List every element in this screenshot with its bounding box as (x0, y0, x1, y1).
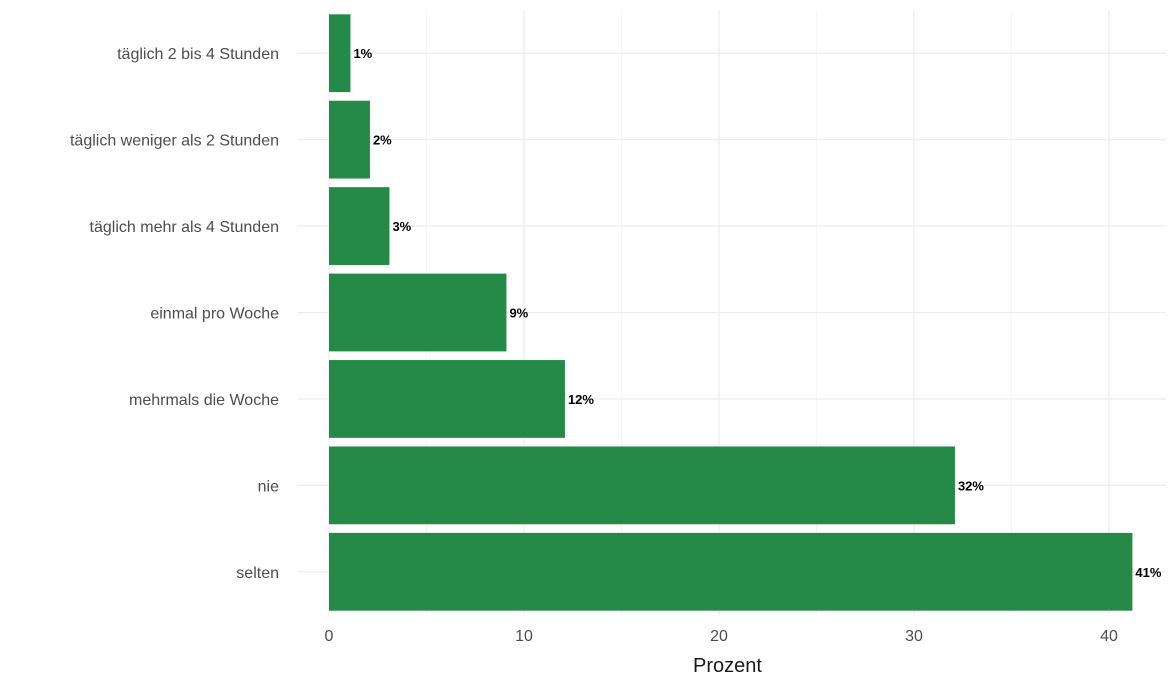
bars (329, 14, 1133, 611)
data-label: 32% (958, 478, 984, 493)
bar (329, 100, 370, 179)
category-label: selten (236, 565, 279, 582)
data-label: 3% (392, 219, 411, 234)
x-tick-label: 20 (710, 628, 728, 645)
data-label: 2% (373, 133, 392, 148)
x-axis-title: Prozent (693, 655, 762, 677)
category-label: täglich mehr als 4 Stunden (90, 219, 279, 236)
x-tick-label: 0 (325, 628, 334, 645)
category-label: täglich weniger als 2 Stunden (70, 133, 279, 150)
data-labels: 1% 2% 3% 9% 12% 32% 41% (353, 46, 1161, 580)
bar (329, 446, 955, 525)
x-tick-label: 30 (905, 628, 923, 645)
category-label: nie (258, 478, 279, 495)
category-label: täglich 2 bis 4 Stunden (117, 46, 279, 63)
category-labels: täglich 2 bis 4 Stunden täglich weniger a… (70, 46, 279, 582)
bar (329, 14, 351, 93)
category-label: einmal pro Woche (150, 306, 279, 323)
x-tick-label: 10 (515, 628, 533, 645)
x-tick-labels: 0 10 20 30 40 (325, 628, 1118, 645)
bar (329, 273, 507, 352)
data-label: 9% (509, 306, 528, 321)
data-label: 12% (568, 392, 594, 407)
data-label: 1% (353, 46, 372, 61)
bar (329, 360, 565, 438)
bar (329, 532, 1133, 611)
x-tick-label: 40 (1100, 628, 1118, 645)
category-label: mehrmals die Woche (129, 392, 279, 409)
data-label: 41% (1135, 565, 1161, 580)
bar (329, 187, 390, 265)
